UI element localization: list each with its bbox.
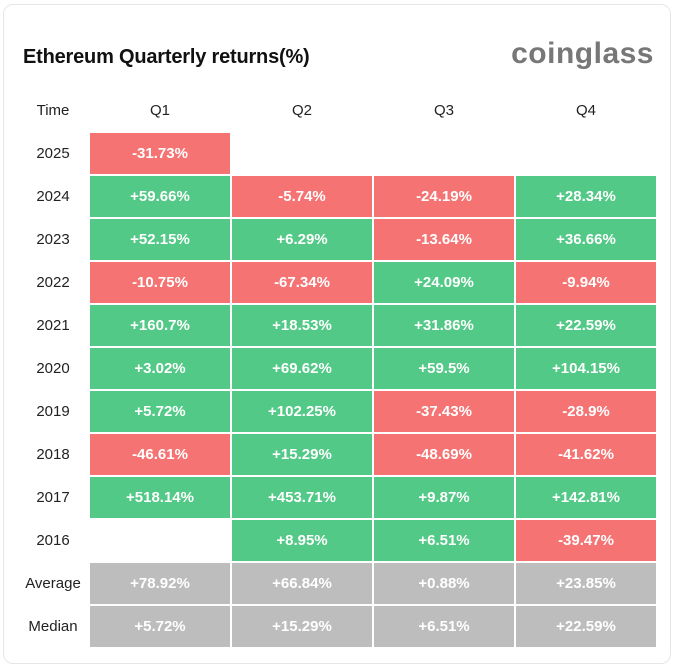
return-cell: -67.34%: [232, 262, 372, 303]
return-cell: -9.94%: [516, 262, 656, 303]
year-label: 2021: [36, 317, 70, 334]
summary-cell: +23.85%: [516, 563, 656, 604]
year-label: 2018: [36, 446, 70, 463]
empty-cell: [232, 133, 372, 174]
summary-cell: +5.72%: [90, 606, 230, 647]
summary-cell: +78.92%: [90, 563, 230, 604]
return-cell: -31.73%: [90, 133, 230, 174]
year-label: 2023: [36, 231, 70, 248]
returns-table: Time Q1 Q2 Q3 Q4 2025 -31.73% 2024 +59.66% -…: [16, 88, 658, 649]
return-cell: +8.95%: [232, 520, 372, 561]
return-cell: +52.15%: [90, 219, 230, 260]
corner-label: Time: [36, 102, 70, 119]
return-cell: +24.09%: [374, 262, 514, 303]
summary-label: Median: [28, 618, 78, 635]
year-row: 2022 -10.75% -67.34% +24.09% -9.94%: [18, 262, 656, 303]
column-header-q3: Q3: [433, 102, 454, 119]
year-row: 2020 +3.02% +69.62% +59.5% +104.15%: [18, 348, 656, 389]
return-cell: +142.81%: [516, 477, 656, 518]
return-cell: -28.9%: [516, 391, 656, 432]
summary-row: Average +78.92% +66.84% +0.88% +23.85%: [18, 563, 656, 604]
return-cell: +6.29%: [232, 219, 372, 260]
return-cell: -37.43%: [374, 391, 514, 432]
return-cell: +453.71%: [232, 477, 372, 518]
return-cell: +31.86%: [374, 305, 514, 346]
year-row: 2017 +518.14% +453.71% +9.87% +142.81%: [18, 477, 656, 518]
year-label: 2025: [36, 145, 70, 162]
empty-cell: [374, 133, 514, 174]
year-row: 2021 +160.7% +18.53% +31.86% +22.59%: [18, 305, 656, 346]
return-cell: -10.75%: [90, 262, 230, 303]
return-cell: +6.51%: [374, 520, 514, 561]
year-label: 2022: [36, 274, 70, 291]
summary-cell: +22.59%: [516, 606, 656, 647]
return-cell: -46.61%: [90, 434, 230, 475]
return-cell: +3.02%: [90, 348, 230, 389]
summary-label: Average: [25, 575, 81, 592]
return-cell: +15.29%: [232, 434, 372, 475]
summary-row: Median +5.72% +15.29% +6.51% +22.59%: [18, 606, 656, 647]
year-label: 2017: [36, 489, 70, 506]
return-cell: -39.47%: [516, 520, 656, 561]
return-cell: -13.64%: [374, 219, 514, 260]
coinglass-logo: coinglass: [511, 37, 654, 70]
return-cell: +28.34%: [516, 176, 656, 217]
table-body: 2025 -31.73% 2024 +59.66% -5.74% -24.19% +28.3…: [18, 133, 656, 647]
year-label: 2019: [36, 403, 70, 420]
year-label: 2024: [36, 188, 70, 205]
year-label: 2020: [36, 360, 70, 377]
return-cell: +59.5%: [374, 348, 514, 389]
summary-cell: +0.88%: [374, 563, 514, 604]
empty-cell: [516, 133, 656, 174]
empty-cell: [90, 520, 230, 561]
chart-title: Ethereum Quarterly returns(%): [23, 46, 310, 68]
year-row: 2019 +5.72% +102.25% -37.43% -28.9%: [18, 391, 656, 432]
return-cell: +36.66%: [516, 219, 656, 260]
header-row: Time Q1 Q2 Q3 Q4: [18, 90, 656, 131]
return-cell: -41.62%: [516, 434, 656, 475]
return-cell: +9.87%: [374, 477, 514, 518]
return-cell: -5.74%: [232, 176, 372, 217]
summary-cell: +15.29%: [232, 606, 372, 647]
return-cell: +518.14%: [90, 477, 230, 518]
summary-cell: +66.84%: [232, 563, 372, 604]
return-cell: +104.15%: [516, 348, 656, 389]
year-row: 2025 -31.73%: [18, 133, 656, 174]
year-row: 2016 +8.95% +6.51% -39.47%: [18, 520, 656, 561]
column-header-q2: Q2: [291, 102, 312, 119]
return-cell: +18.53%: [232, 305, 372, 346]
year-row: 2024 +59.66% -5.74% -24.19% +28.34%: [18, 176, 656, 217]
summary-cell: +6.51%: [374, 606, 514, 647]
return-cell: +69.62%: [232, 348, 372, 389]
year-label: 2016: [36, 532, 70, 549]
return-cell: +22.59%: [516, 305, 656, 346]
return-cell: -48.69%: [374, 434, 514, 475]
return-cell: -24.19%: [374, 176, 514, 217]
year-row: 2023 +52.15% +6.29% -13.64% +36.66%: [18, 219, 656, 260]
year-row: 2018 -46.61% +15.29% -48.69% -41.62%: [18, 434, 656, 475]
column-header-q1: Q1: [149, 102, 170, 119]
return-cell: +102.25%: [232, 391, 372, 432]
return-cell: +59.66%: [90, 176, 230, 217]
column-header-q4: Q4: [575, 102, 596, 119]
return-cell: +160.7%: [90, 305, 230, 346]
return-cell: +5.72%: [90, 391, 230, 432]
